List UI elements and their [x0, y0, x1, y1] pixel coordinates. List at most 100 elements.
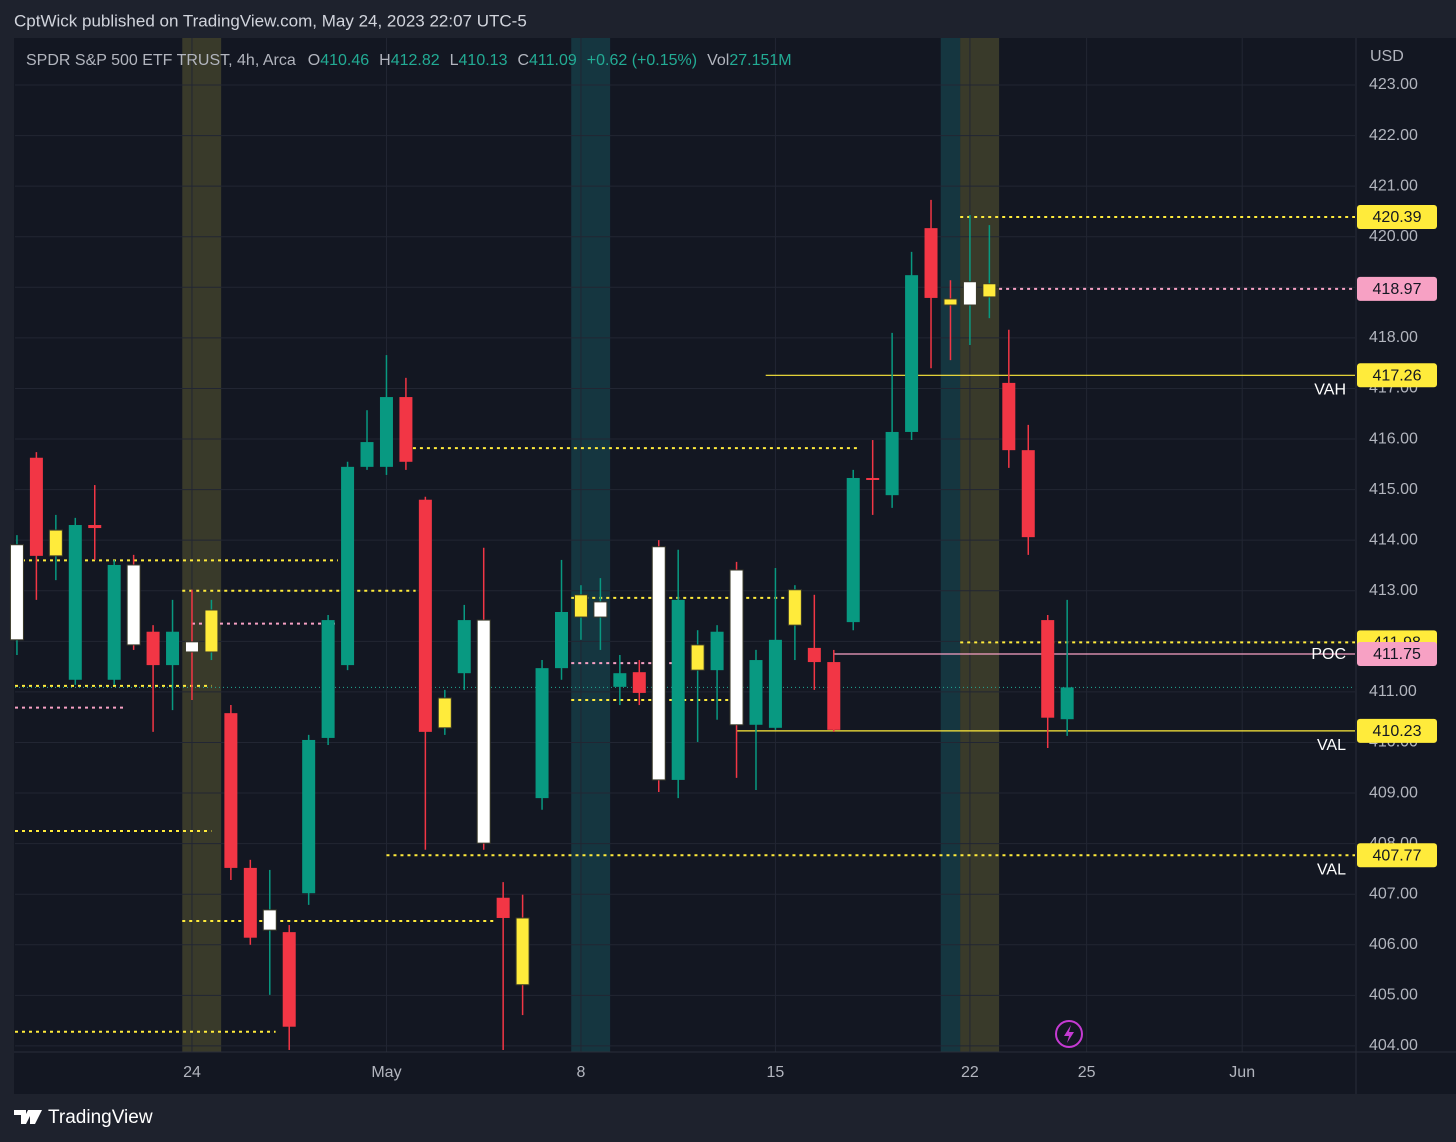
symbol: SPDR S&P 500 ETF TRUST, 4h, Arca: [26, 52, 296, 69]
x-tick-label: Jun: [1229, 1064, 1255, 1081]
candle-body: [1002, 382, 1016, 451]
level-note: VAL: [1317, 861, 1346, 878]
candle-body: [496, 897, 510, 918]
x-tick-label: 15: [767, 1064, 785, 1081]
candle-body: [768, 639, 782, 728]
candle-body: [593, 601, 608, 618]
candle-body: [457, 620, 471, 674]
candle-body: [9, 544, 24, 641]
candle-body: [749, 660, 763, 725]
y-tick-label: 423.00: [1369, 76, 1418, 93]
candle-body: [184, 641, 199, 653]
candle-body: [982, 283, 997, 298]
field-value: 411.09: [529, 52, 577, 69]
session-band: [182, 38, 222, 1052]
candle-body: [1041, 620, 1055, 718]
candle-body: [905, 275, 919, 432]
legend: SPDR S&P 500 ETF TRUST, 4h, Arca O410.46 H…: [26, 52, 792, 69]
field-label: L: [450, 52, 459, 69]
field-label: C: [517, 52, 529, 69]
candle-body: [690, 644, 705, 671]
change: +0.62 (+0.15%): [587, 52, 697, 69]
x-tick-label: 24: [183, 1064, 201, 1081]
x-tick-label: 22: [961, 1064, 979, 1081]
field-value: 412.82: [391, 52, 440, 69]
price-tag: [1357, 641, 1437, 666]
candle-body: [710, 631, 724, 671]
candle-body: [204, 609, 219, 653]
y-tick-label: 420.00: [1369, 228, 1418, 245]
candle-body: [535, 668, 549, 799]
candle-body: [846, 477, 860, 623]
field-value: 410.13: [459, 52, 508, 69]
candle-body: [29, 457, 43, 556]
field-value: 410.46: [320, 52, 369, 69]
candle-body: [243, 867, 257, 938]
candle-body: [1021, 450, 1035, 538]
level-note: VAL: [1317, 737, 1346, 754]
level-note: VAH: [1314, 382, 1346, 399]
candle-body: [924, 228, 938, 298]
candle-body: [613, 673, 627, 687]
candle-body: [555, 612, 569, 669]
chart-panel: [14, 38, 1456, 1094]
field-label: H: [379, 52, 391, 69]
y-tick-label: 405.00: [1369, 987, 1418, 1004]
candle-body: [126, 564, 141, 646]
candle-body: [962, 281, 977, 306]
alert-icon-bolt: [1064, 1025, 1074, 1043]
candle-body: [48, 529, 63, 557]
y-tick-label: 406.00: [1369, 936, 1418, 953]
candle-body: [651, 546, 666, 781]
candle-body: [360, 442, 374, 467]
candle-body: [515, 917, 530, 986]
y-tick-label: 407.00: [1369, 885, 1418, 902]
candle-body: [943, 298, 958, 306]
candle-body: [827, 662, 841, 730]
price-tag-label: 407.77: [1373, 847, 1422, 864]
candle-body: [282, 932, 296, 1027]
candle-body: [399, 397, 413, 462]
price-tag: [1357, 363, 1437, 388]
candle-body: [224, 713, 238, 868]
y-tick-label: 409.00: [1369, 784, 1418, 801]
candle-body: [68, 525, 82, 680]
candle-body: [1060, 687, 1074, 720]
candle-body: [302, 739, 316, 894]
y-tick-label: 418.00: [1369, 329, 1418, 346]
y-tick-label: 422.00: [1369, 127, 1418, 144]
brand: TradingView: [48, 1107, 153, 1128]
session-band: [940, 38, 961, 1052]
candle-body: [573, 594, 588, 618]
candle-body: [807, 647, 821, 663]
price-tag-label: 410.23: [1373, 723, 1422, 740]
volume-label: Vol: [707, 52, 729, 69]
candle-body: [107, 564, 121, 680]
price-tag: [1357, 718, 1437, 743]
volume-value: 27.151M: [729, 52, 791, 69]
y-tick-label: 404.00: [1369, 1037, 1418, 1054]
y-tick-label: 413.00: [1369, 582, 1418, 599]
currency: USD: [1370, 48, 1404, 65]
candle-body: [166, 631, 180, 666]
candle-body: [146, 631, 160, 666]
y-tick-label: 421.00: [1369, 177, 1418, 194]
candle-body: [437, 697, 452, 729]
bands: [182, 38, 1000, 1052]
candle-body: [671, 599, 685, 780]
candle-body: [885, 431, 899, 496]
candle-body: [321, 620, 335, 738]
price-tag: [1357, 276, 1437, 301]
candle-body: [379, 397, 393, 467]
candle-body: [866, 477, 880, 480]
published-note: CptWick published on TradingView.com, Ma…: [14, 11, 527, 30]
session-band: [960, 38, 1000, 1052]
candle-body: [418, 499, 432, 732]
y-tick-label: 416.00: [1369, 430, 1418, 447]
candle-body: [787, 589, 802, 626]
candle-body: [262, 909, 277, 931]
alert-icon[interactable]: [1055, 1020, 1083, 1048]
candle-body: [476, 619, 491, 844]
